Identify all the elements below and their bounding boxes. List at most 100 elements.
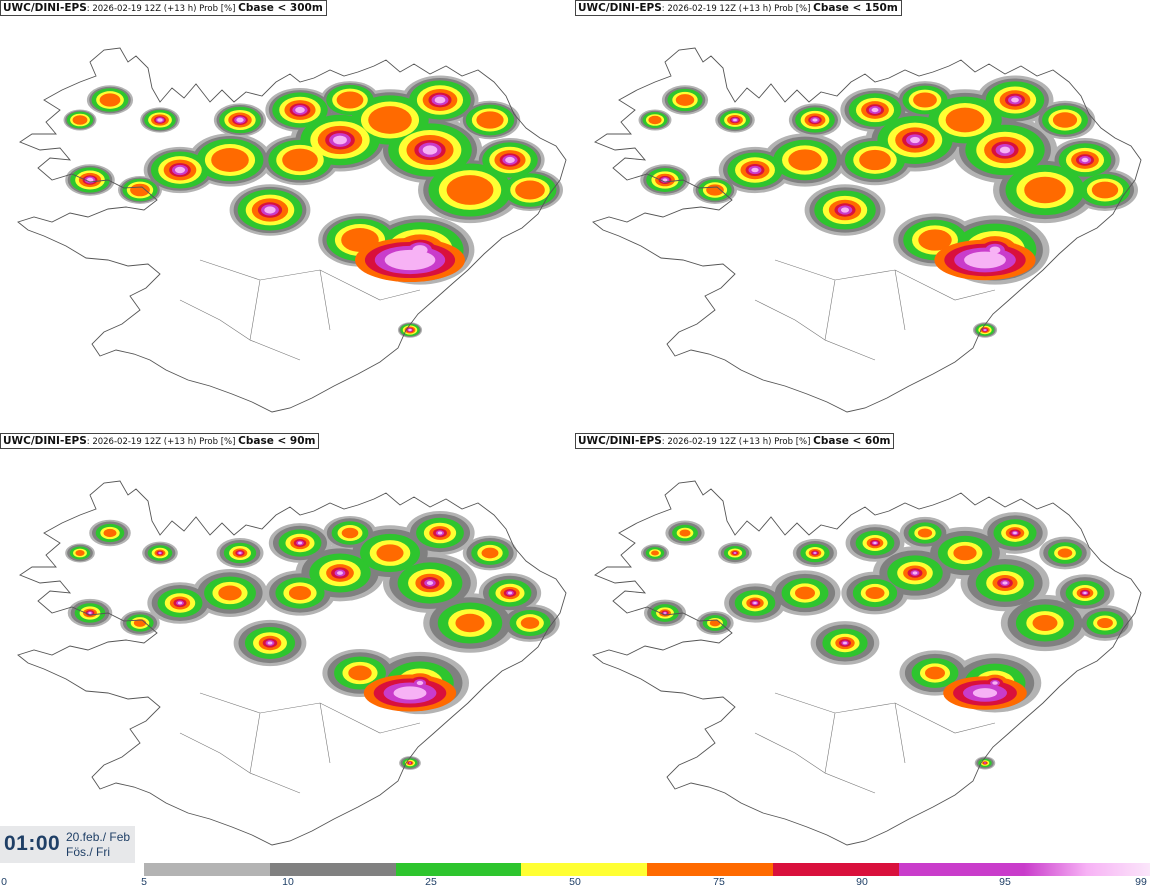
colorbar-segment [1024, 863, 1150, 876]
iceland-coastline [17, 480, 567, 846]
prob-area [409, 762, 411, 764]
prob-area [1097, 617, 1113, 629]
prob-area [648, 115, 662, 125]
colorbar-segment [647, 863, 773, 876]
prob-area [910, 136, 920, 144]
prob-area [953, 545, 977, 561]
map-panel-cbase-150m: UWC/DINI-EPS: 2026-02-19 12Z (+13 h) Pro… [575, 0, 1150, 432]
prob-area [842, 641, 848, 645]
prob-area [282, 148, 318, 172]
prob-area [267, 641, 273, 645]
colorbar-labels: 0 5 10 25 50 75 90 95 99 [0, 876, 1150, 890]
prob-area [812, 118, 818, 122]
prob-area [871, 107, 879, 113]
prob-area [859, 149, 891, 171]
prob-area [384, 249, 436, 271]
threshold-label: Cbase < 60m [813, 435, 891, 447]
run-meta: : 2026-02-19 12Z (+13 h) Prob [%] [661, 437, 814, 447]
iceland-coastline [17, 47, 567, 413]
prob-area [983, 329, 987, 331]
model-name: UWC/DINI-EPS [578, 2, 662, 14]
prob-area [426, 581, 434, 585]
iceland-coastline [592, 480, 1142, 846]
prob-area [288, 585, 312, 601]
colorbar-segment [395, 863, 522, 876]
prob-area [1024, 176, 1066, 204]
prob-area [481, 547, 499, 559]
prob-area [1057, 548, 1073, 558]
prob-field-p99 [662, 97, 1089, 331]
panel-title: UWC/DINI-EPS: 2026-02-19 12Z (+13 h) Pro… [0, 433, 320, 449]
prob-area [297, 541, 303, 545]
prob-area [211, 148, 249, 172]
colorbar-tick-label: 95 [999, 876, 1011, 888]
prob-field-p99 [663, 531, 1087, 764]
map-panel-cbase-90m: UWC/DINI-EPS: 2026-02-19 12Z (+13 h) Pro… [0, 433, 575, 865]
valid-date-line1: 20.feb./ Feb [66, 830, 131, 844]
colorbar-segment [269, 863, 396, 876]
prob-area [662, 178, 668, 182]
prob-area [706, 184, 724, 196]
prob-area [679, 529, 691, 537]
prob-area [75, 550, 85, 556]
prob-area [158, 552, 162, 554]
colorbar-segment [521, 863, 647, 876]
prob-area [99, 93, 121, 107]
map-canvas [17, 47, 567, 413]
prob-area [999, 146, 1011, 154]
model-name: UWC/DINI-EPS [578, 435, 662, 447]
probability-colorbar [144, 863, 1150, 876]
map-canvas [592, 480, 1142, 846]
colorbar-tick-label: 50 [569, 876, 581, 888]
prob-area [368, 106, 412, 134]
prob-area [218, 585, 242, 601]
valid-time-clock: 01:00 [4, 832, 61, 855]
prob-area [295, 106, 305, 114]
prob-area [238, 552, 242, 554]
prob-area [1083, 591, 1087, 595]
prob-area [103, 528, 117, 538]
colorbar-tick-label: 99 [1135, 876, 1147, 888]
prob-area [393, 686, 427, 700]
threshold-label: Cbase < 90m [238, 435, 316, 447]
prob-area [416, 680, 424, 686]
colorbar-segment [898, 863, 1025, 876]
prob-area [972, 688, 998, 698]
prob-area [733, 118, 737, 122]
prob-area [348, 665, 372, 681]
panel-title: UWC/DINI-EPS: 2026-02-19 12Z (+13 h) Pro… [575, 433, 895, 449]
prob-area [924, 666, 946, 680]
region-boundaries [754, 259, 996, 361]
prob-area [446, 175, 494, 205]
prob-area [520, 617, 540, 629]
prob-area [989, 246, 1001, 254]
prob-area [945, 107, 985, 133]
colorbar-tick-label: 75 [713, 876, 725, 888]
prob-area [236, 117, 244, 123]
prob-area [964, 251, 1006, 269]
prob-area [873, 541, 877, 545]
prob-area [337, 571, 343, 575]
prob-area [992, 681, 998, 685]
model-name: UWC/DINI-EPS [3, 2, 87, 14]
prob-area [174, 166, 186, 174]
prob-area [437, 531, 443, 535]
prob-area [813, 552, 817, 554]
model-name: UWC/DINI-EPS [3, 435, 87, 447]
colorbar-tick-label: 25 [425, 876, 437, 888]
colorbar-tick-label: 0 [1, 876, 7, 888]
colorbar-segment [772, 863, 899, 876]
panel-title: UWC/DINI-EPS: 2026-02-19 12Z (+13 h) Pro… [0, 0, 327, 16]
prob-area [912, 571, 918, 575]
prob-area [507, 591, 513, 595]
prob-field-p75 [72, 88, 545, 334]
prob-area [177, 601, 183, 605]
prob-area [1081, 157, 1089, 163]
map-canvas [17, 480, 567, 846]
prob-area [408, 328, 412, 332]
threshold-label: Cbase < 300m [238, 2, 323, 14]
prob-area [913, 92, 937, 108]
prob-area [157, 118, 163, 122]
map-canvas [592, 47, 1142, 413]
prob-area [455, 613, 485, 633]
